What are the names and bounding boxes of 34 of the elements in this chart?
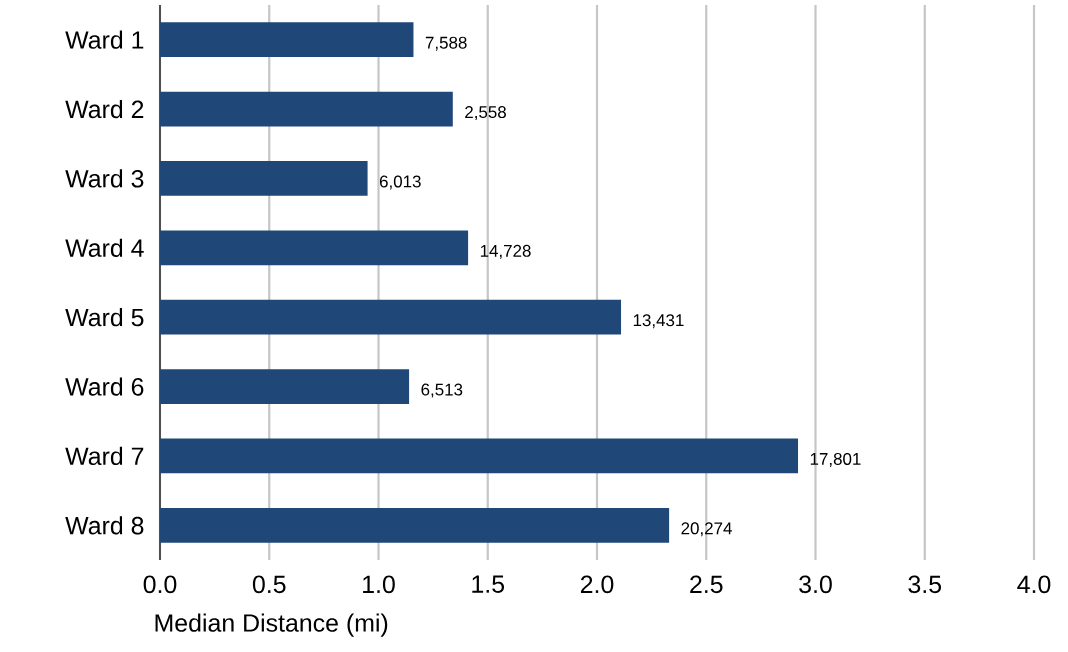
annotation: 17,801 — [810, 452, 861, 467]
bar — [160, 22, 414, 58]
y-tick-label: Ward 5 — [65, 308, 144, 327]
annotation: 14,728 — [480, 244, 531, 259]
y-tick-label: Ward 4 — [65, 238, 144, 257]
bar — [160, 230, 469, 266]
x-tick-label: 2.0 — [580, 575, 614, 594]
x-tick-label: 1.0 — [363, 575, 395, 594]
x-tick-label: 0.0 — [143, 575, 177, 594]
bar — [160, 91, 453, 127]
annotation: 20,274 — [681, 522, 732, 537]
x-tick-label: 3.5 — [908, 575, 942, 594]
y-tick-label: Ward 1 — [65, 30, 144, 49]
annotation: 6,013 — [379, 175, 421, 190]
x-tick-label: 4.0 — [1017, 575, 1051, 594]
bar — [160, 299, 622, 335]
x-tick-label: 1.5 — [472, 575, 505, 593]
y-tick-label: Ward 3 — [65, 169, 144, 188]
bar — [160, 507, 670, 543]
bar — [160, 161, 368, 196]
y-tick-label: Ward 8 — [65, 516, 144, 535]
y-tick-label: Ward 7 — [65, 446, 144, 466]
annotation: 6,513 — [421, 383, 463, 398]
bar — [160, 438, 799, 474]
x-tick-label: 2.5 — [690, 575, 723, 594]
x-axis-title: Median Distance (mi) — [155, 613, 388, 637]
x-tick-label: 0.5 — [252, 575, 286, 594]
bar — [160, 369, 410, 404]
y-tick-label: Ward 2 — [65, 99, 144, 119]
annotation: 13,431 — [633, 314, 684, 329]
annotation: 7,588 — [425, 36, 467, 51]
y-tick-label: Ward 6 — [65, 377, 144, 396]
annotation: 2,558 — [465, 106, 506, 121]
x-tick-label: 3.0 — [799, 575, 832, 594]
